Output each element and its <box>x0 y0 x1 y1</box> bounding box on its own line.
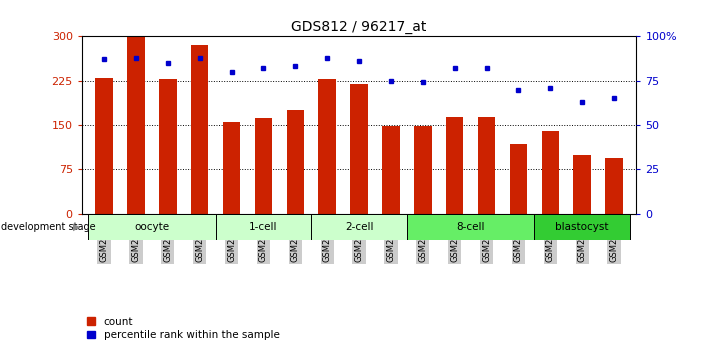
Bar <box>255 118 272 214</box>
Bar <box>478 117 496 214</box>
Bar <box>95 78 113 214</box>
Text: oocyte: oocyte <box>134 222 169 232</box>
Text: blastocyst: blastocyst <box>555 222 609 232</box>
Bar <box>510 144 527 214</box>
Bar <box>446 117 464 214</box>
Bar <box>319 79 336 214</box>
Text: development stage: development stage <box>1 222 96 232</box>
Title: GDS812 / 96217_at: GDS812 / 96217_at <box>292 20 427 34</box>
Text: 2-cell: 2-cell <box>345 222 373 232</box>
Bar <box>311 214 407 240</box>
Bar <box>159 79 176 214</box>
Bar <box>605 158 623 214</box>
Bar <box>287 110 304 214</box>
Legend: count, percentile rank within the sample: count, percentile rank within the sample <box>87 317 279 340</box>
Bar <box>191 45 208 214</box>
Bar <box>407 214 535 240</box>
Bar <box>215 214 311 240</box>
Text: ▶: ▶ <box>73 222 80 232</box>
Bar <box>127 36 145 214</box>
Text: 8-cell: 8-cell <box>456 222 485 232</box>
Bar <box>535 214 630 240</box>
Bar <box>223 122 240 214</box>
Bar <box>383 126 400 214</box>
Text: 1-cell: 1-cell <box>249 222 278 232</box>
Bar <box>542 131 559 214</box>
Bar <box>88 214 215 240</box>
Bar <box>573 155 591 214</box>
Bar <box>351 83 368 214</box>
Bar <box>414 126 432 214</box>
